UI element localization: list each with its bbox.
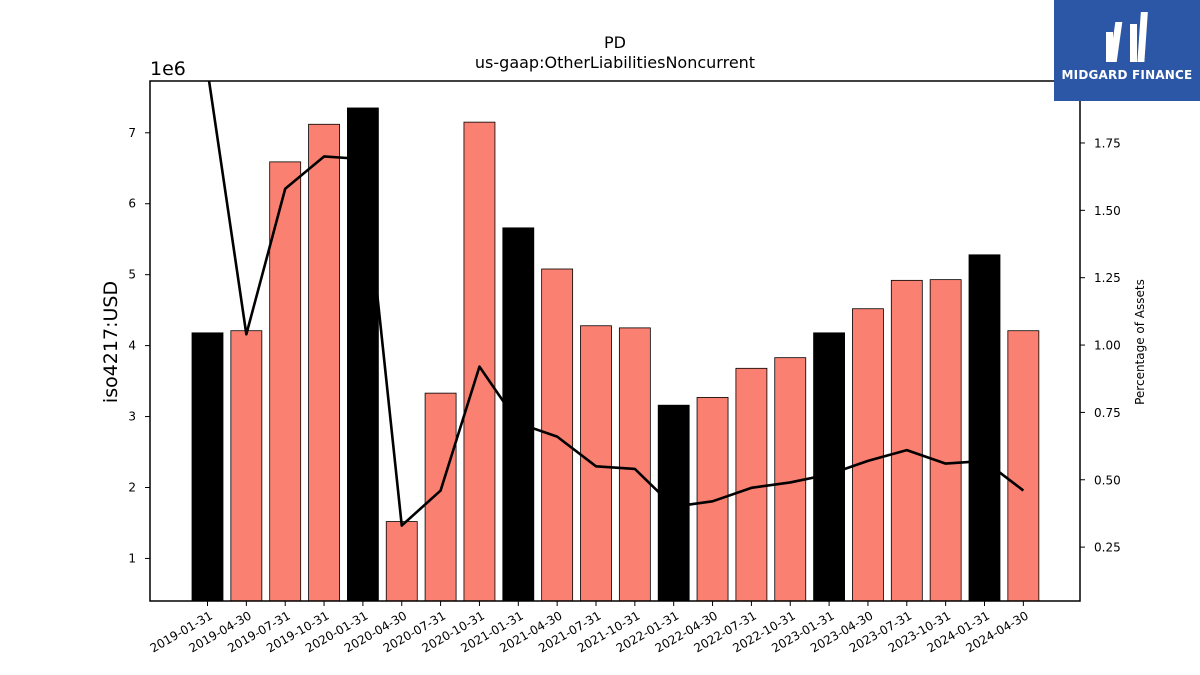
y2-axis-label: Percentage of Assets (1133, 279, 1147, 405)
logo-text: MIDGARD FINANCE (1061, 68, 1193, 82)
bar-2021-01-31 (502, 227, 535, 602)
y-tick-label: 2 (128, 480, 136, 494)
bar-2019-04-30 (230, 330, 263, 602)
y2-tick-label: 1.25 (1094, 271, 1121, 285)
y2-tick-label: 0.25 (1094, 541, 1121, 555)
y-tick-label: 1 (128, 551, 136, 565)
bar-2024-01-31 (968, 254, 1001, 602)
y-tick-label: 6 (128, 197, 136, 211)
brand-logo: MIDGARD FINANCE (1054, 0, 1200, 101)
y-tick-label: 5 (128, 268, 136, 282)
bar-series (191, 107, 1040, 602)
logo-mark-icon (1106, 12, 1148, 62)
bar-2019-10-31 (308, 123, 340, 602)
bar-2020-10-31 (463, 121, 496, 602)
bar-2021-07-31 (580, 325, 612, 602)
line-series (207, 81, 1025, 527)
bar-2019-01-31 (191, 332, 224, 602)
x-axis: 2019-01-312019-04-302019-07-312019-10-31… (148, 601, 1031, 655)
y-tick-label: 4 (128, 339, 136, 353)
bar-2023-10-31 (929, 279, 962, 602)
y2-tick-label: 0.50 (1094, 473, 1121, 487)
y2-tick-label: 1.75 (1094, 136, 1121, 150)
bar-2019-07-31 (269, 161, 302, 602)
bar-2023-01-31 (813, 332, 845, 602)
chart-title: PD (604, 33, 626, 52)
y2-tick-label: 1.00 (1094, 339, 1121, 353)
y-axis-label: iso4217:USD (100, 281, 122, 403)
bar-2022-01-31 (657, 404, 690, 602)
bar-2023-07-31 (890, 279, 923, 602)
bar-2021-10-31 (618, 327, 651, 602)
line-pct-assets (207, 81, 1025, 527)
bar-2020-07-31 (424, 392, 457, 602)
y2-tick-label: 0.75 (1094, 406, 1121, 420)
bar-2024-04-30 (1007, 330, 1040, 602)
bar-2023-04-30 (852, 308, 884, 602)
chart-subtitle: us-gaap:OtherLiabilitiesNoncurrent (475, 53, 755, 72)
y2-tick-label: 1.50 (1094, 204, 1121, 218)
y-offset-label: 1e6 (150, 58, 186, 80)
y-tick-label: 7 (128, 126, 136, 140)
y2-axis: 0.25 0.50 0.75 1.00 1.25 1.50 1.75 (1080, 136, 1121, 555)
y-axis: 1 2 3 4 5 6 7 (128, 126, 150, 565)
bar-2022-07-31 (735, 367, 768, 602)
bar-2021-04-30 (541, 268, 574, 602)
bar-2022-04-30 (696, 396, 729, 602)
y-tick-label: 3 (128, 410, 136, 424)
bar-2020-01-31 (346, 107, 379, 602)
plot-frame (149, 80, 1081, 602)
bar-2020-04-30 (385, 521, 418, 602)
